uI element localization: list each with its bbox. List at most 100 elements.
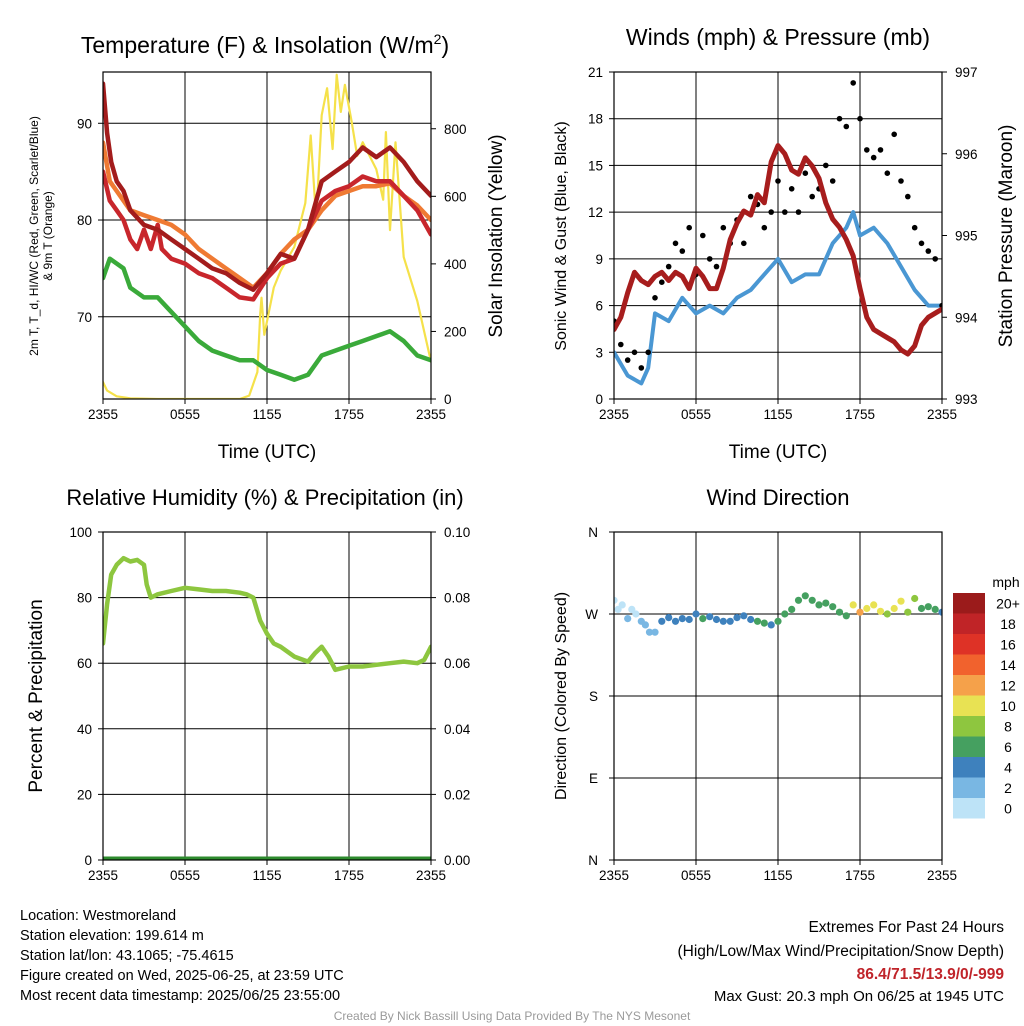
direction-point	[924, 603, 932, 611]
gust-point	[782, 209, 788, 215]
y-tick-label: 0	[84, 853, 92, 868]
direction-point	[767, 621, 775, 629]
direction-point	[665, 614, 673, 622]
colorbar-swatch	[953, 654, 985, 675]
y-tick-label: 20	[77, 787, 92, 802]
direction-point	[842, 612, 850, 620]
y-tick-label: 60	[77, 656, 92, 671]
gust-point	[706, 256, 713, 262]
direction-point	[822, 599, 830, 607]
most-recent-timestamp: Most recent data timestamp: 2025/06/25 2…	[20, 988, 341, 1004]
colorbar-swatch	[953, 798, 985, 819]
x-tick-label: 1755	[845, 407, 875, 422]
y-tick-label: 12	[588, 205, 603, 220]
series-hi	[103, 169, 431, 302]
gust-point	[618, 341, 624, 348]
gust-point	[877, 147, 884, 153]
x-tick-label: 1155	[252, 407, 281, 422]
y2-tick-label: 800	[444, 122, 467, 137]
colorbar-swatch	[953, 634, 985, 655]
y2-tick-label: 0	[444, 392, 452, 407]
gust-point	[870, 154, 877, 161]
colorbar-label: 2	[1004, 780, 1012, 796]
station-location: Location: Westmoreland	[20, 908, 177, 924]
x-tick-label: 0555	[170, 868, 200, 883]
direction-point	[719, 617, 727, 625]
extremes-heading: Extremes For Past 24 Hours	[808, 919, 1004, 936]
direction-point	[870, 601, 878, 609]
y2-tick-label: 0.06	[444, 656, 470, 671]
y-tick-label: 18	[588, 112, 603, 127]
x-tick-label: 0555	[170, 407, 200, 422]
y-tick-label: 3	[595, 345, 603, 360]
y2-tick-label: 0.04	[444, 722, 471, 737]
temperature-frame	[102, 71, 432, 400]
gust-point	[659, 279, 665, 286]
x-tick-label: 2355	[599, 407, 629, 422]
y2-tick-label: 996	[955, 147, 978, 162]
gust-point	[898, 178, 904, 184]
colorbar-swatch	[953, 675, 985, 696]
gust-point	[884, 170, 891, 176]
direction-point	[931, 605, 939, 614]
y-tick-label: W	[585, 607, 598, 622]
direction-point	[685, 615, 693, 624]
gust-point	[624, 357, 631, 363]
direction-point	[645, 628, 654, 636]
y-tick-label: 100	[69, 525, 92, 540]
x-tick-label: 1155	[763, 407, 792, 422]
x-tick-label: 2355	[88, 868, 118, 883]
direction-point	[863, 604, 871, 613]
gust-point	[686, 224, 692, 231]
colorbar-label: 12	[1000, 677, 1016, 693]
direction-point	[794, 596, 803, 604]
y-tick-label: 80	[77, 213, 92, 228]
y-axis-label-line1: 2m T, T_d, HI/WC (Red, Green, Scarlet/Bl…	[27, 116, 41, 356]
direction-point	[835, 608, 844, 616]
direction-point	[883, 610, 891, 618]
colorbar-swatch	[953, 757, 985, 778]
station-elevation: Station elevation: 199.614 m	[20, 928, 204, 944]
y2-tick-label: 200	[444, 324, 467, 339]
y-tick-label: S	[589, 689, 598, 704]
direction-point	[849, 601, 857, 609]
y2-tick-label: 600	[444, 189, 467, 204]
direction-point	[897, 597, 905, 605]
gust-point	[741, 240, 747, 247]
gust-point	[891, 131, 897, 138]
direction-point	[747, 615, 755, 624]
y-tick-label: 90	[77, 116, 92, 131]
colorbar-swatch	[953, 777, 985, 798]
panel-title-winds: Winds (mph) & Pressure (mb)	[626, 24, 930, 50]
direction-point	[699, 615, 707, 623]
y-tick-label: 80	[77, 591, 92, 606]
gust-point	[775, 178, 781, 184]
direction-point	[760, 619, 768, 627]
x-tick-label: 2355	[416, 407, 446, 422]
direction-point	[774, 617, 782, 625]
colorbar-label: 20+	[996, 595, 1020, 611]
x-tick-label: 2355	[88, 407, 118, 422]
panel-title-direction: Wind Direction	[706, 485, 849, 510]
y-tick-label: 9	[595, 252, 603, 267]
humidity-series	[103, 555, 431, 860]
max-gust: Max Gust: 20.3 mph On 06/25 at 1945 UTC	[713, 988, 1004, 1005]
x-tick-label: 1755	[334, 407, 364, 422]
direction-point	[678, 615, 686, 623]
gust-point	[700, 232, 706, 239]
title-superscript: 2	[434, 31, 442, 47]
gust-point	[864, 147, 870, 153]
panel-title-humidity: Relative Humidity (%) & Precipitation (i…	[66, 485, 463, 510]
direction-point	[614, 596, 618, 604]
direction-point	[740, 612, 748, 620]
y-tick-label: 40	[77, 722, 92, 737]
colorbar-title: mph	[992, 574, 1019, 590]
y-tick-label: 70	[77, 310, 92, 325]
x-tick-label: 0555	[681, 407, 711, 422]
y-tick-label: 6	[595, 299, 603, 314]
y-tick-label: N	[588, 853, 598, 868]
colorbar-label: 10	[1000, 698, 1016, 714]
series-solar	[103, 73, 431, 399]
colorbar-label: 16	[1000, 636, 1016, 652]
